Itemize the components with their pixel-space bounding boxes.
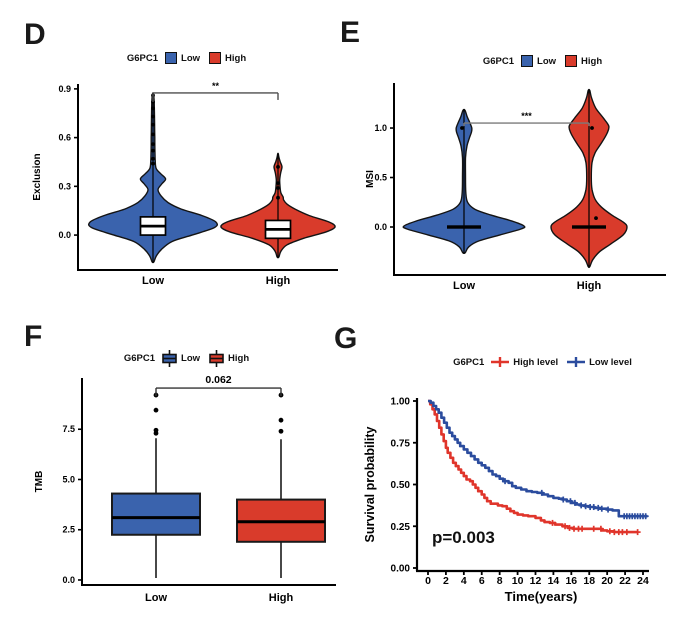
legend-label-high: High (581, 55, 603, 67)
svg-text:Exclusion: Exclusion (32, 153, 43, 200)
high-level-line-swatch-icon (491, 357, 510, 367)
svg-text:1.0: 1.0 (374, 123, 387, 133)
exclusion-violin-chart: 0.0 0.3 0.6 0.9 Exclusion Low High ** (32, 81, 338, 287)
svg-text:0.5: 0.5 (374, 173, 387, 183)
legend-label-low: Low (537, 55, 557, 67)
legend-title: G6PC1 (126, 52, 159, 64)
panel-g-letter: G (334, 322, 358, 355)
svg-text:0.0: 0.0 (58, 230, 71, 240)
panel-f-letter: F (24, 320, 43, 353)
svg-text:2: 2 (443, 575, 449, 587)
svg-text:Low: Low (453, 280, 475, 292)
survival-probability-chart: 0.000.250.500.751.000 2 4 6 8 10 12 14 16 18 20 22 2… (363, 397, 649, 604)
svg-text:**: ** (212, 81, 220, 91)
panel-e-legend: G6PC1 Low High (372, 55, 692, 67)
panel-d-legend: G6PC1 Low High (16, 52, 362, 64)
panel-e-msi-violin: G6PC1 Low High 0.0 0.5 1.0 MSI Low High *** (346, 0, 692, 318)
svg-text:0: 0 (425, 575, 431, 587)
svg-text:6: 6 (479, 575, 485, 587)
high-color-swatch (565, 55, 578, 67)
svg-text:Low: Low (145, 592, 167, 604)
svg-text:High: High (577, 280, 602, 292)
legend-label-low-level: Low level (589, 356, 632, 368)
svg-text:5.0: 5.0 (62, 474, 75, 484)
svg-text:MSI: MSI (365, 170, 376, 188)
svg-text:0.0: 0.0 (62, 575, 75, 585)
legend-label-low: Low (181, 353, 201, 364)
low-color-swatch (165, 52, 178, 64)
low-level-line-swatch-icon (567, 357, 586, 367)
high-color-swatch (209, 52, 222, 64)
svg-text:20: 20 (601, 575, 613, 587)
svg-text:0.062: 0.062 (205, 374, 231, 386)
legend-label-high-level: High level (513, 356, 559, 368)
svg-text:High: High (266, 275, 291, 287)
svg-text:14: 14 (548, 575, 560, 587)
svg-text:7.5: 7.5 (62, 424, 75, 434)
low-boxplot-swatch-icon (162, 350, 177, 367)
svg-text:22: 22 (619, 575, 631, 587)
panel-d-exclusion-violin: G6PC1 Low High 0.0 0.3 0.6 0.9 Exclusion Low H… (0, 0, 346, 318)
panel-g-survival-curve: G6PC1 High level Low level 0.00 0.25 0.50 0… (346, 318, 692, 638)
svg-text:TMB: TMB (34, 471, 45, 493)
svg-text:18: 18 (583, 575, 595, 587)
legend-title: G6PC1 (482, 55, 515, 67)
msi-violin-chart: 0.0 0.5 1.0 MSI Low High *** (365, 83, 666, 292)
svg-text:Time(years): Time(years) (505, 589, 578, 604)
svg-text:0.25: 0.25 (391, 522, 411, 533)
panel-d-letter: D (24, 18, 46, 51)
panel-f-legend: G6PC1 Low High (16, 350, 362, 367)
svg-text:1.00: 1.00 (391, 397, 411, 408)
svg-text:0.6: 0.6 (58, 133, 71, 143)
legend-label-low: Low (181, 52, 201, 64)
svg-text:10: 10 (512, 575, 524, 587)
svg-text:0.0: 0.0 (374, 222, 387, 232)
legend-label-high: High (228, 353, 250, 364)
svg-text:4: 4 (461, 575, 467, 587)
svg-text:0.50: 0.50 (391, 480, 411, 491)
high-boxplot-swatch-icon (209, 350, 224, 367)
low-color-swatch (521, 55, 534, 67)
svg-text:0.9: 0.9 (58, 84, 71, 94)
svg-text:p=0.003: p=0.003 (432, 528, 495, 547)
panel-e-letter: E (340, 16, 361, 49)
panel-g-legend: G6PC1 High level Low level (372, 356, 692, 368)
svg-text:High: High (269, 592, 294, 604)
svg-text:8: 8 (497, 575, 503, 587)
svg-text:16: 16 (565, 575, 577, 587)
svg-text:***: *** (521, 111, 532, 121)
svg-text:24: 24 (637, 575, 649, 587)
legend-title: G6PC1 (453, 356, 485, 368)
panel-f-tmb-boxplot: G6PC1 Low High 0.0 2.5 5.0 7.5 TMB Low High 0.0… (0, 318, 346, 638)
tmb-boxplot-chart: 0.0 2.5 5.0 7.5 TMB Low High 0.062 (34, 374, 336, 604)
svg-text:12: 12 (530, 575, 542, 587)
svg-text:2.5: 2.5 (62, 525, 75, 535)
svg-text:Low: Low (142, 275, 164, 287)
svg-text:Survival probability: Survival probability (363, 426, 377, 542)
svg-text:0.3: 0.3 (58, 181, 71, 191)
svg-text:0.75: 0.75 (391, 438, 411, 449)
legend-label-high: High (225, 52, 247, 64)
svg-text:0.00: 0.00 (391, 564, 411, 575)
legend-title: G6PC1 (123, 353, 156, 364)
